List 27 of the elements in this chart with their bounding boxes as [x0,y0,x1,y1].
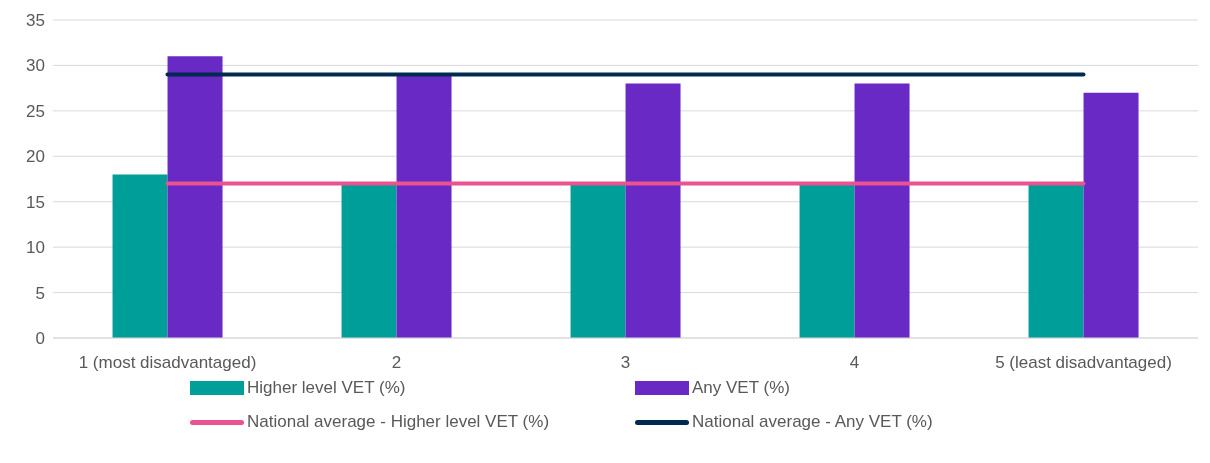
legend-label: Higher level VET (%) [247,378,406,398]
bar [112,174,168,338]
legend-label: Any VET (%) [692,378,790,398]
x-tick-label: 1 (most disadvantaged) [78,353,257,373]
x-tick-label: 5 (least disadvantaged) [995,353,1172,373]
y-tick-label: 10 [26,238,45,258]
bar [1028,183,1084,338]
bar [854,83,910,338]
y-tick-label: 0 [35,329,45,349]
bar [570,183,626,338]
y-tick-label: 20 [26,147,45,167]
x-tick-label: 3 [620,353,631,373]
y-tick-label: 35 [26,11,45,31]
x-tick-label: 2 [391,353,402,373]
x-tick-label: 4 [849,353,860,373]
bar [396,74,452,338]
bar [341,183,397,338]
bar [167,56,223,338]
y-tick-label: 25 [26,101,45,121]
y-tick-label: 15 [26,192,45,212]
legend-label: National average - Higher level VET (%) [247,412,550,432]
y-tick-label: 5 [35,283,45,303]
legend-label: National average - Any VET (%) [692,412,933,432]
bar [1083,92,1139,338]
y-tick-label: 30 [26,56,45,76]
bar [625,83,681,338]
bar [799,183,855,338]
